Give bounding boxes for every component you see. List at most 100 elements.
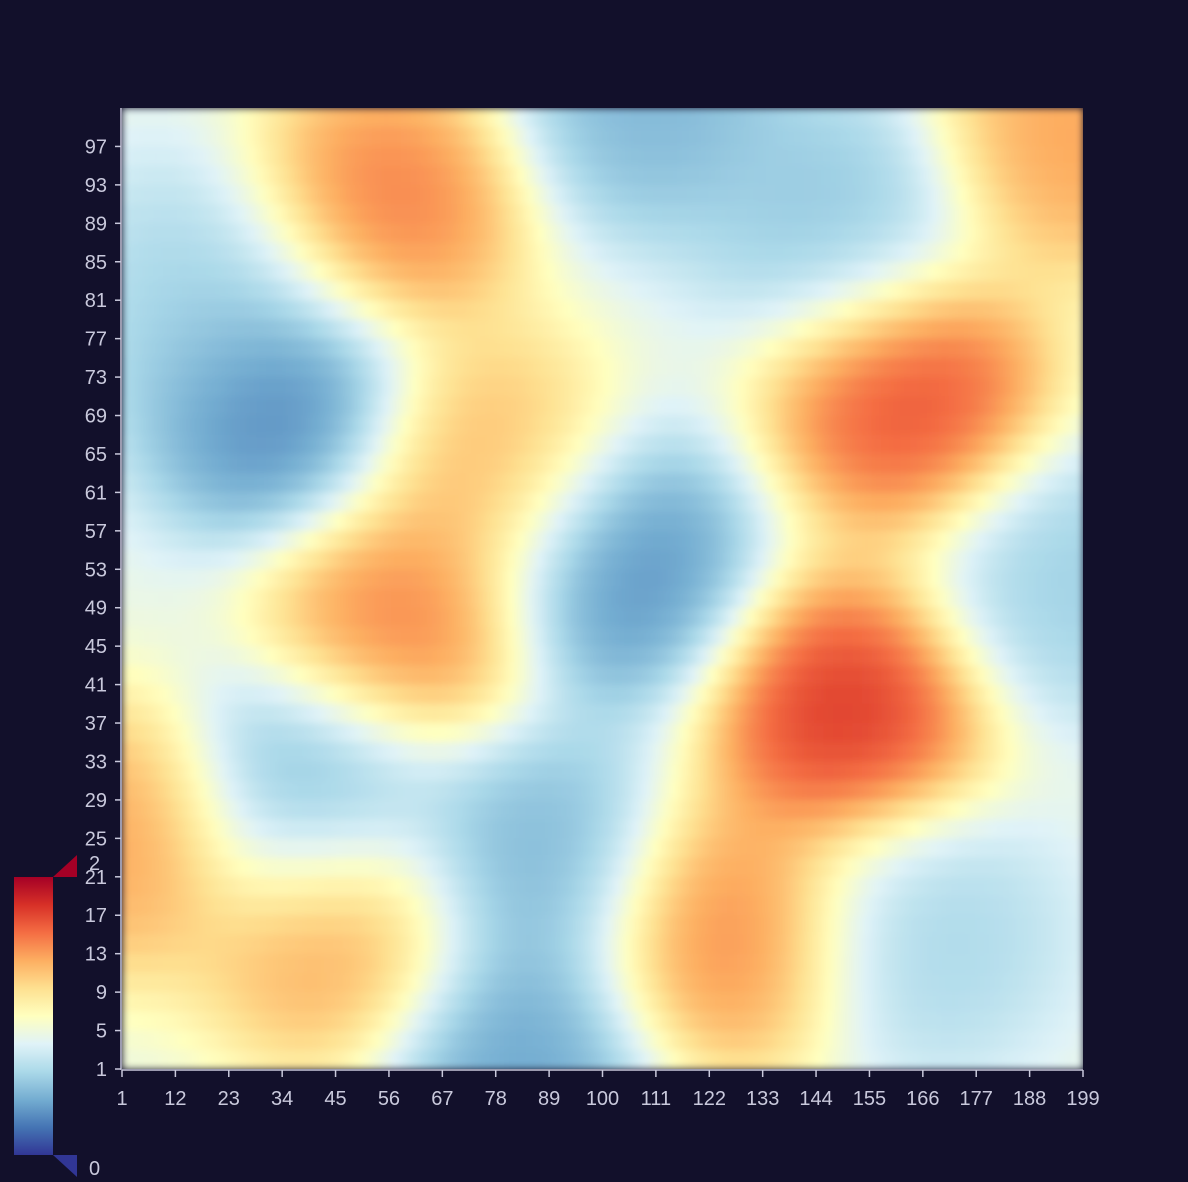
- heatmap-cell: [727, 357, 738, 378]
- heatmap-cell: [1025, 204, 1036, 224]
- heatmap-cell: [1073, 223, 1083, 244]
- heatmap-cell: [583, 569, 594, 590]
- heatmap-cell: [881, 223, 892, 244]
- heatmap-cell: [467, 338, 479, 359]
- heatmap-cell: [141, 300, 152, 321]
- heatmap-cell: [842, 550, 853, 570]
- heatmap-cell: [698, 473, 709, 493]
- heatmap-cell: [679, 146, 690, 167]
- heatmap-cell: [371, 434, 383, 455]
- heatmap-cell: [785, 550, 796, 570]
- heatmap-cell: [381, 396, 392, 417]
- heatmap-cell: [621, 703, 632, 724]
- heatmap-cell: [218, 569, 229, 590]
- heatmap-cell: [506, 896, 517, 916]
- heatmap-cell: [804, 876, 815, 897]
- heatmap-cell: [669, 242, 680, 263]
- heatmap-cell: [650, 415, 661, 436]
- heatmap-cell: [170, 569, 181, 590]
- heatmap-cell: [285, 665, 296, 686]
- heatmap-cell: [698, 280, 709, 301]
- heatmap-cell: [1073, 550, 1083, 570]
- heatmap-cell: [1063, 934, 1074, 955]
- heatmap-cell: [246, 896, 258, 916]
- heatmap-cell: [640, 626, 652, 647]
- heatmap-cell: [1025, 165, 1036, 186]
- heatmap-cell: [1073, 780, 1083, 801]
- heatmap-cell: [871, 703, 882, 724]
- heatmap-cell: [813, 357, 825, 378]
- heatmap-cell: [573, 1011, 584, 1032]
- heatmap-cell: [919, 377, 930, 397]
- heatmap-cell: [910, 280, 921, 301]
- heatmap-cell: [813, 569, 825, 590]
- heatmap-cell: [640, 799, 652, 820]
- heatmap-cell: [458, 703, 469, 724]
- heatmap-cell: [333, 626, 344, 647]
- heatmap-cell: [352, 607, 363, 628]
- heatmap-cell: [842, 646, 853, 666]
- heatmap-cell: [861, 934, 873, 955]
- heatmap-cell: [900, 1030, 911, 1051]
- heatmap-cell: [583, 819, 594, 839]
- heatmap-cell: [640, 1049, 652, 1069]
- heatmap-cell: [467, 223, 479, 244]
- heatmap-cell: [352, 108, 363, 128]
- heatmap-cell: [208, 684, 219, 705]
- heatmap-cell: [1054, 184, 1065, 205]
- heatmap-cell: [842, 588, 853, 609]
- heatmap-cell: [881, 511, 892, 532]
- heatmap-cell: [400, 780, 411, 801]
- heatmap-cell: [996, 703, 1007, 724]
- heatmap-cell: [785, 492, 796, 513]
- heatmap-cell: [439, 799, 450, 820]
- heatmap-cell: [160, 838, 171, 859]
- heatmap-cell: [141, 204, 152, 224]
- heatmap-cell: [458, 665, 469, 686]
- heatmap-cell: [362, 646, 373, 666]
- heatmap-cell: [141, 742, 152, 763]
- heatmap-cell: [179, 742, 190, 763]
- heatmap-cell: [179, 338, 190, 359]
- heatmap-cell: [573, 204, 584, 224]
- heatmap-cell: [679, 665, 690, 686]
- heatmap-cell: [823, 588, 834, 609]
- heatmap-cell: [650, 896, 661, 916]
- heatmap-cell: [391, 127, 402, 148]
- heatmap-cell: [967, 261, 978, 282]
- heatmap-cell: [198, 204, 210, 224]
- heatmap-cell: [765, 453, 777, 474]
- heatmap-cell: [487, 665, 498, 686]
- heatmap-cell: [227, 857, 238, 878]
- heatmap-cell: [621, 223, 632, 244]
- heatmap-cell: [823, 665, 834, 686]
- heatmap-cell: [391, 146, 402, 167]
- heatmap-cell: [708, 261, 719, 282]
- heatmap-cell: [564, 223, 575, 244]
- heatmap-cell: [343, 838, 354, 859]
- heatmap-cell: [717, 280, 729, 301]
- heatmap-cell: [1006, 550, 1017, 570]
- heatmap-cell: [1054, 626, 1065, 647]
- heatmap-cell: [708, 780, 719, 801]
- heatmap-cell: [477, 415, 488, 436]
- heatmap-cell: [352, 723, 363, 743]
- heatmap-cell: [861, 626, 873, 647]
- heatmap-cell: [458, 300, 469, 321]
- heatmap-cell: [986, 972, 998, 993]
- heatmap-cell: [621, 780, 632, 801]
- heatmap-cell: [1034, 1030, 1046, 1051]
- heatmap-cell: [179, 184, 190, 205]
- heatmap-cell: [419, 896, 431, 916]
- heatmap-cell: [410, 415, 421, 436]
- heatmap-cell: [679, 646, 690, 666]
- heatmap-cell: [842, 607, 853, 628]
- heatmap-cell: [439, 377, 450, 397]
- heatmap-cell: [189, 896, 200, 916]
- heatmap-cell: [688, 723, 700, 743]
- heatmap-cell: [823, 780, 834, 801]
- heatmap-cell: [612, 453, 623, 474]
- heatmap-cell: [343, 1049, 354, 1069]
- heatmap-cell: [343, 569, 354, 590]
- heatmap-cell: [958, 261, 969, 282]
